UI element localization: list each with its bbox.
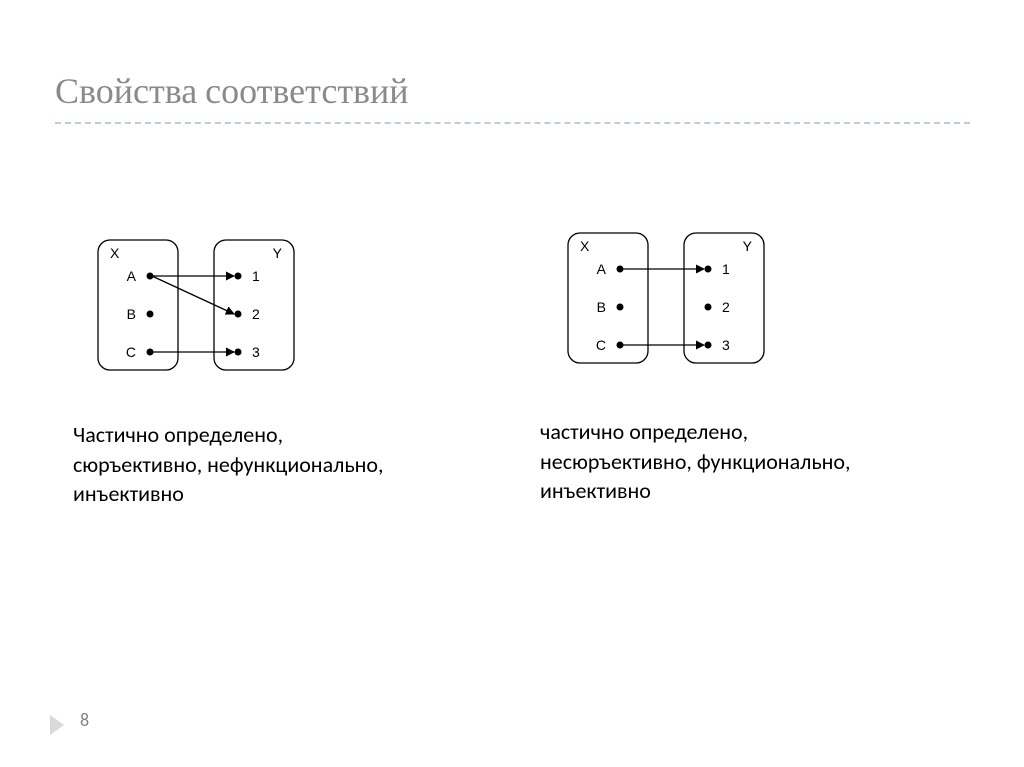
mapping-diagram-left: X Y A B C 1 2 3	[88, 235, 324, 389]
svg-text:2: 2	[722, 299, 730, 315]
svg-text:A: A	[597, 261, 607, 277]
svg-text:X: X	[110, 245, 120, 261]
title-divider	[55, 122, 970, 124]
svg-text:Y: Y	[273, 245, 283, 261]
svg-text:3: 3	[252, 344, 260, 360]
caption-left: Частично определено, сюръективно, нефунк…	[73, 420, 403, 509]
svg-text:3: 3	[722, 337, 730, 353]
svg-text:Y: Y	[743, 238, 753, 254]
svg-text:A: A	[127, 268, 137, 284]
svg-text:X: X	[580, 238, 590, 254]
caption-right: частично определено, несюръективно, функ…	[540, 417, 880, 506]
svg-text:B: B	[127, 306, 136, 322]
slide: Свойства соответствий X Y A B C 1 2 3 Частично …	[0, 0, 1024, 767]
svg-text:1: 1	[252, 268, 260, 284]
svg-text:C: C	[126, 344, 136, 360]
page-title: Свойства соответствий	[55, 70, 409, 112]
svg-text:1: 1	[722, 261, 730, 277]
svg-text:2: 2	[252, 306, 260, 322]
svg-text:C: C	[596, 337, 606, 353]
mapping-diagram-right: X Y A B C 1 2 3	[558, 228, 794, 382]
page-number: 8	[80, 709, 89, 731]
page-marker-icon	[50, 715, 64, 735]
svg-text:B: B	[597, 299, 606, 315]
